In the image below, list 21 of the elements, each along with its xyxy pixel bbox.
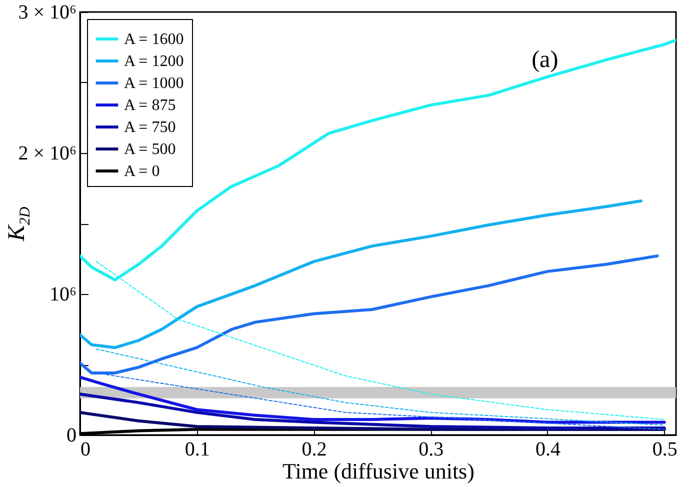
x-tick-label: 0 <box>80 438 90 460</box>
legend-label: A = 1000 <box>124 75 184 92</box>
y-tick-label: 10⁶ <box>50 284 77 306</box>
x-tick-label: 0.2 <box>302 438 327 460</box>
legend-label: A = 0 <box>124 163 160 180</box>
legend-label: A = 750 <box>124 119 176 136</box>
x-axis-title: Time (diffusive units) <box>282 458 474 484</box>
y-tick-label: 0 <box>66 424 76 446</box>
x-tick-label: 0.3 <box>418 438 444 460</box>
annotation: (a) <box>532 47 558 73</box>
x-tick-label: 0.5 <box>652 438 678 460</box>
line-series <box>80 392 666 430</box>
legend-label: A = 500 <box>124 141 176 158</box>
line-series <box>80 376 666 424</box>
legend-label: A = 875 <box>124 97 176 114</box>
x-tick-label: 0.4 <box>535 438 560 460</box>
y-tick-label: 2 × 10⁶ <box>18 142 77 164</box>
legend-label: A = 1600 <box>124 31 184 48</box>
legend-label: A = 1200 <box>124 53 184 70</box>
x-tick-label: 0.1 <box>184 438 210 460</box>
y-tick-label: 3 × 10⁶ <box>18 2 77 24</box>
